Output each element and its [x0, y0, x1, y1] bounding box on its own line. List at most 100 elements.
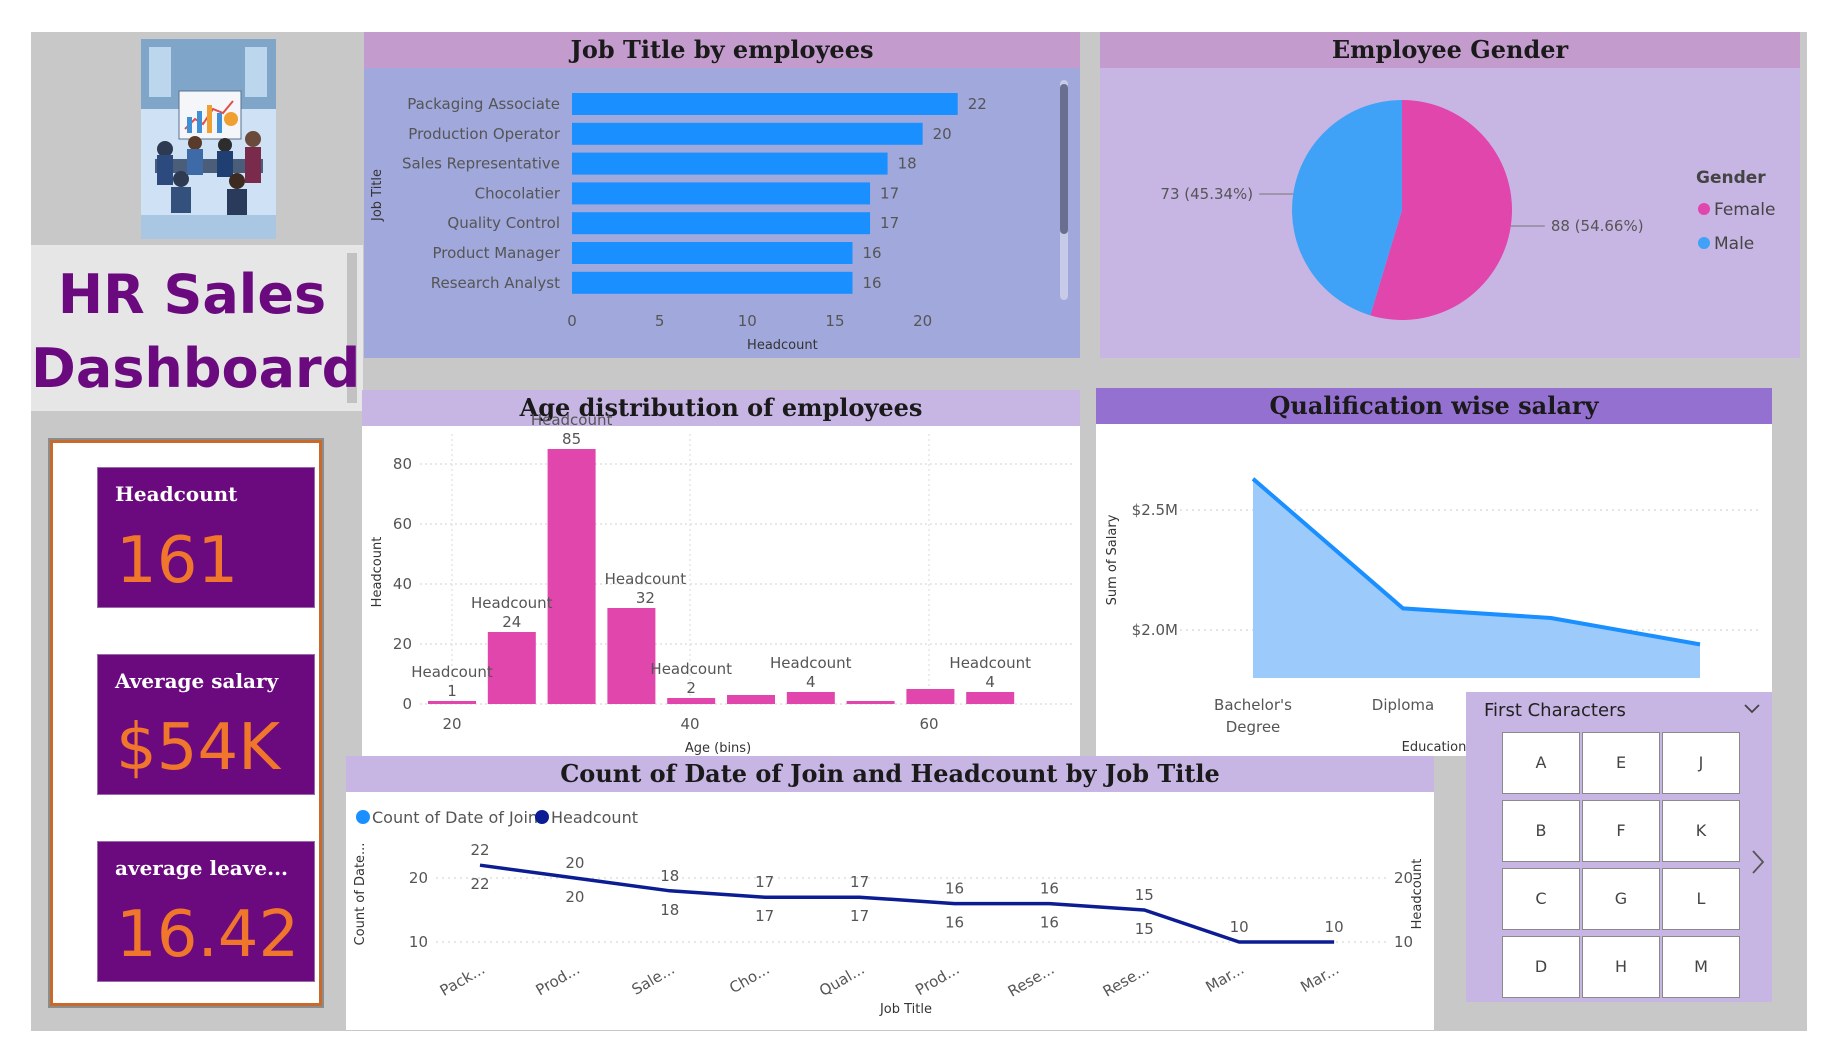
age-data-label-value: 1 — [447, 682, 457, 700]
combo-y-right-axis-label: Headcount — [1410, 859, 1425, 930]
combo-data-label-headcount: 18 — [660, 867, 679, 885]
age-histogram-chart: 020406080Headcount1Headcount24Headcount8… — [370, 411, 1072, 756]
age-data-label-name: Headcount — [531, 411, 613, 429]
combo-x-tick: Rese... — [1005, 960, 1058, 1001]
job-title-scrollbar-thumb[interactable] — [1060, 84, 1068, 234]
combo-data-label-date-of-join: 22 — [470, 875, 489, 893]
combo-legend-item-date-of-join: Count of Date of Join — [372, 808, 538, 827]
age-data-label-name: Headcount — [770, 654, 852, 672]
gender-pie-slice-female — [1370, 100, 1512, 320]
age-x-tick: 40 — [680, 715, 699, 733]
age-bar — [966, 692, 1015, 704]
job-title-bar-value: 18 — [898, 155, 917, 173]
qualification-area-chart: $2.5M $2.0M Bachelor's Degree Diploma Educati… — [1105, 477, 1758, 755]
kpi-headcount-value: 161 — [116, 524, 239, 598]
combo-data-label-headcount: 17 — [755, 873, 774, 891]
kpi-salary-card: Average salary $54K — [97, 654, 315, 795]
combo-data-label-headcount: 22 — [470, 841, 489, 859]
age-y-tick: 60 — [393, 515, 412, 533]
slicer-tile-f[interactable]: F — [1582, 800, 1660, 862]
age-data-label-name: Headcount — [471, 594, 553, 612]
kpi-salary-label: Average salary — [115, 669, 279, 693]
job-title-x-tick: 5 — [655, 312, 665, 330]
slicer-tile-a[interactable]: A — [1502, 732, 1580, 794]
combo-legend-marker-date-of-join — [356, 810, 370, 824]
combo-legend-marker-headcount — [535, 810, 549, 824]
combo-panel: Count of Date of Join and Headcount by J… — [346, 756, 1434, 1030]
age-data-label-name: Headcount — [650, 660, 732, 678]
job-title-category-label: Packaging Associate — [407, 95, 560, 113]
age-data-label-value: 85 — [562, 430, 581, 448]
slicer-tile-k[interactable]: K — [1662, 800, 1740, 862]
combo-data-label-date-of-join: 16 — [1040, 914, 1059, 932]
age-bar — [727, 695, 775, 704]
combo-data-label-date-of-join: 20 — [565, 888, 584, 906]
slicer-tile-l[interactable]: L — [1662, 868, 1740, 930]
combo-data-label-date-of-join: 15 — [1135, 920, 1154, 938]
job-title-panel: Job Title by employees Packaging Associa… — [364, 32, 1080, 358]
age-data-label-name: Headcount — [605, 570, 687, 588]
slicer-tile-j[interactable]: J — [1662, 732, 1740, 794]
combo-y-right-tick: 20 — [1394, 869, 1413, 887]
slicer-tile-g[interactable]: G — [1582, 868, 1660, 930]
dashboard-title-block: HR Sales Dashboard — [31, 245, 363, 411]
age-x-tick: 60 — [919, 715, 938, 733]
slicer-title: First Characters — [1484, 700, 1626, 721]
job-title-category-label: Product Manager — [433, 244, 561, 262]
combo-data-label-headcount: 16 — [945, 880, 964, 898]
job-title-scrollbar[interactable] — [1060, 80, 1068, 300]
slicer-tile-b[interactable]: B — [1502, 800, 1580, 862]
qual-y-tick: $2.0M — [1132, 621, 1178, 639]
age-data-label-name: Headcount — [411, 663, 493, 681]
kpi-container: Headcount 161 Average salary $54K averag… — [50, 440, 322, 1006]
age-data-label-value: 4 — [985, 673, 995, 691]
age-bar — [667, 698, 716, 704]
job-title-category-label: Quality Control — [447, 214, 560, 232]
qualification-panel-title: Qualification wise salary — [1096, 388, 1772, 424]
gender-pie-data-label: 88 (54.66%) — [1551, 217, 1644, 235]
age-panel: Age distribution of employees 0 20 40 60 80 H… — [362, 390, 1080, 758]
gender-pie-data-label: 73 (45.34%) — [1160, 185, 1253, 203]
combo-data-label-date-of-join: 17 — [755, 907, 774, 925]
title-scrollbar[interactable] — [347, 253, 357, 403]
qual-y-axis-label: Sum of Salary — [1105, 514, 1120, 605]
age-bar — [846, 701, 895, 704]
job-title-x-axis-label: Headcount — [747, 338, 818, 353]
combo-x-tick: Sale... — [629, 960, 678, 999]
slicer-tile-e[interactable]: E — [1582, 732, 1660, 794]
age-bar — [906, 689, 955, 704]
slicer-tile-d[interactable]: D — [1502, 936, 1580, 998]
chevron-right-icon[interactable] — [1748, 848, 1768, 876]
age-bar — [607, 608, 656, 704]
age-bar — [487, 632, 536, 704]
age-y-tick: 40 — [393, 575, 412, 593]
chevron-down-icon[interactable] — [1742, 698, 1762, 718]
age-data-label-value: 24 — [502, 613, 521, 631]
gender-legend-marker — [1698, 237, 1710, 249]
qual-x-tick: Bachelor's — [1214, 696, 1292, 714]
slicer-tile-c[interactable]: C — [1502, 868, 1580, 930]
kpi-headcount-label: Headcount — [115, 482, 238, 506]
office-illustration — [141, 39, 276, 239]
job-title-bar-value: 22 — [968, 95, 987, 113]
combo-data-label-headcount: 20 — [565, 854, 584, 872]
job-title-bar — [572, 122, 923, 145]
slicer-tile-m[interactable]: M — [1662, 936, 1740, 998]
job-title-bar — [572, 152, 888, 175]
combo-x-tick: Mar... — [1202, 960, 1247, 996]
job-title-bar — [572, 93, 958, 115]
qual-y-tick: $2.5M — [1132, 501, 1178, 519]
combo-data-label-headcount: 15 — [1135, 886, 1154, 904]
combo-y-left-axis-label: Count of Date... — [353, 843, 368, 946]
slicer-tile-h[interactable]: H — [1582, 936, 1660, 998]
kpi-leave-label: average leave... — [115, 856, 288, 880]
job-title-bar-chart: Packaging Associate 22 Production Operator… — [370, 93, 987, 353]
job-title-category-label: Production Operator — [408, 125, 561, 143]
kpi-leave-card: average leave... 16.42 — [97, 841, 315, 982]
job-title-x-tick: 0 — [567, 312, 577, 330]
combo-x-tick: Pack... — [437, 960, 488, 1000]
age-x-tick: 20 — [442, 715, 461, 733]
combo-data-label-date-of-join: 17 — [850, 907, 869, 925]
combo-y-left-tick: 20 — [409, 869, 428, 887]
